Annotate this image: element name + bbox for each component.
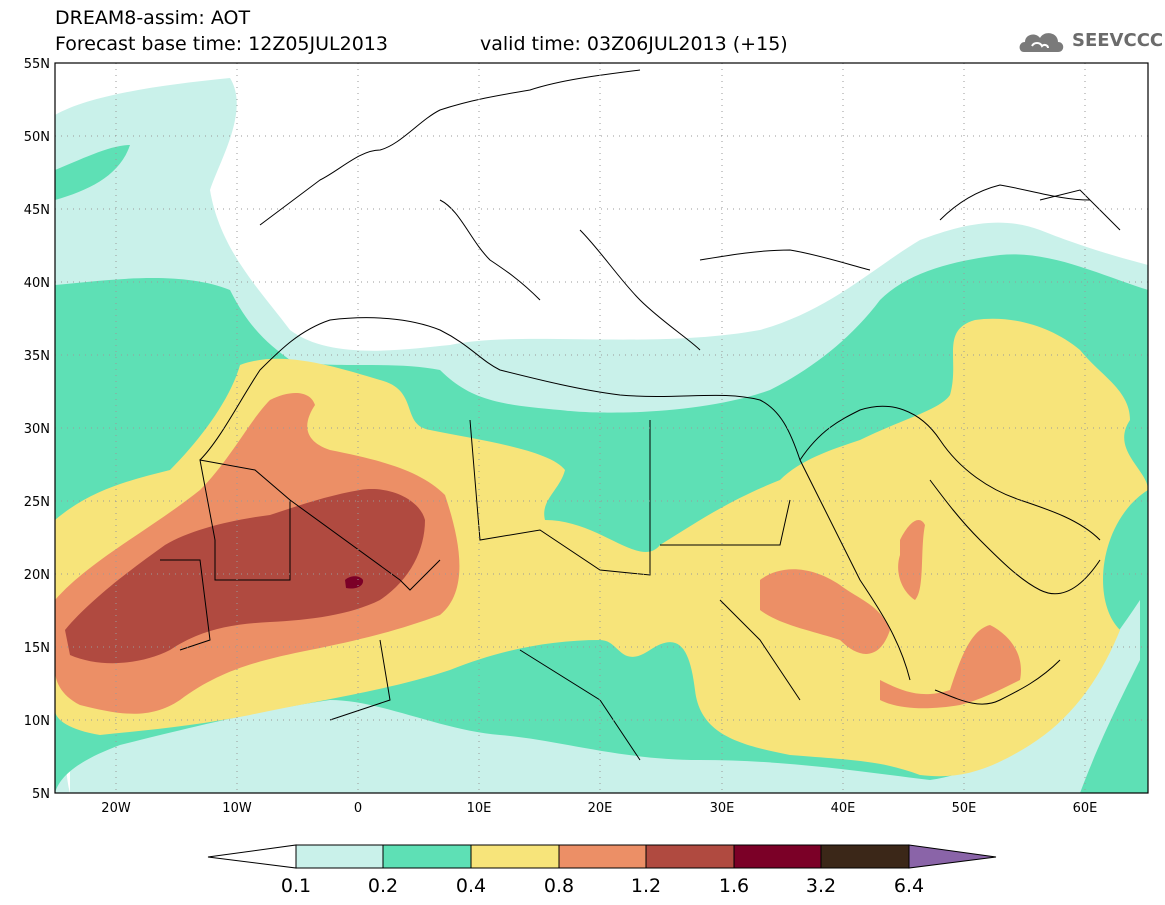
colorbar-label: 0.1 <box>281 875 311 897</box>
lat-label: 15N <box>24 641 50 656</box>
lon-label: 20W <box>101 801 131 816</box>
colorbar-label: 0.4 <box>456 875 486 897</box>
lat-label: 25N <box>24 495 50 510</box>
aot-level-0.8 <box>55 393 1021 714</box>
lat-label: 5N <box>32 787 50 802</box>
lon-label: 10E <box>467 801 492 816</box>
lat-label: 35N <box>24 349 50 364</box>
lat-label: 20N <box>24 568 50 583</box>
lon-label: 60E <box>1073 801 1098 816</box>
lat-labels: 55N 50N 45N 40N 35N 30N 25N 20N 15N 10N … <box>24 57 50 802</box>
lon-label: 20E <box>588 801 613 816</box>
logo-text: SEEVCCC <box>1072 30 1164 51</box>
colorbar-label: 0.2 <box>368 875 398 897</box>
colorbar-labels: 0.1 0.2 0.4 0.8 1.2 1.6 3.2 6.4 <box>281 875 924 897</box>
aot-level-0.4 <box>55 318 1148 777</box>
gridlines <box>55 63 1148 793</box>
colorbar-swatch <box>382 844 472 869</box>
lon-label: 10W <box>222 801 252 816</box>
colorbar-label: 6.4 <box>894 875 924 897</box>
chart-title: DREAM8-assim: AOT <box>55 7 251 29</box>
colorbar-swatch <box>733 844 822 869</box>
colorbar-label: 0.8 <box>544 875 574 897</box>
lat-label: 45N <box>24 203 50 218</box>
colorbar-swatch <box>645 844 735 869</box>
colorbar-under-arrow <box>207 844 297 869</box>
lat-label: 30N <box>24 422 50 437</box>
lon-labels: 20W 10W 0 10E 20E 30E 40E 50E 60E <box>101 801 1097 816</box>
lat-label: 55N <box>24 57 50 72</box>
colorbar-swatch <box>295 844 384 869</box>
lat-label: 10N <box>24 714 50 729</box>
lat-label: 40N <box>24 276 50 291</box>
aot-field <box>55 78 1148 793</box>
colorbar <box>207 844 997 869</box>
base-time: Forecast base time: 12Z05JUL2013 <box>55 33 388 55</box>
lon-label: 50E <box>952 801 977 816</box>
colorbar-label: 1.2 <box>631 875 661 897</box>
colorbar-swatch <box>558 844 647 869</box>
colorbar-swatch <box>470 844 560 869</box>
lon-label: 30E <box>710 801 735 816</box>
coastlines <box>160 69 1121 761</box>
colorbar-over-arrow <box>908 844 997 869</box>
map-frame <box>54 62 1149 794</box>
colorbar-label: 3.2 <box>806 875 836 897</box>
valid-time: valid time: 03Z06JUL2013 (+15) <box>480 33 788 55</box>
lon-label: 0 <box>354 801 362 816</box>
colorbar-label: 1.6 <box>719 875 749 897</box>
cloud-logo-icon <box>1019 33 1064 52</box>
lat-label: 50N <box>24 130 50 145</box>
lon-label: 40E <box>831 801 856 816</box>
colorbar-swatch <box>820 844 910 869</box>
aot-level-1.6 <box>345 576 364 589</box>
